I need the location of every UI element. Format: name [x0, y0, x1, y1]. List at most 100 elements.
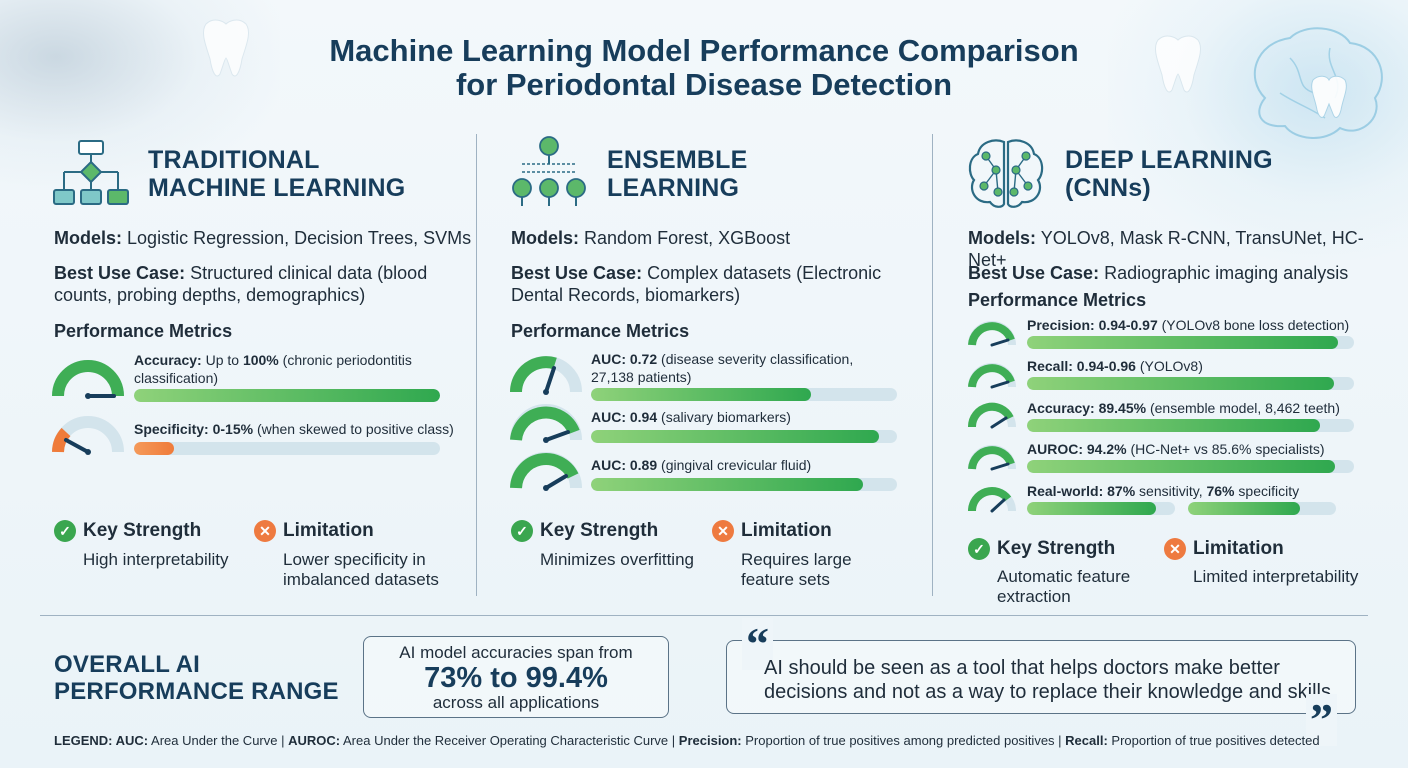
use-case-text: Complex datasets (Electronic [647, 263, 882, 283]
check-icon: ✓ [54, 520, 76, 542]
column-divider [932, 134, 933, 596]
metric-bar-fill [591, 478, 864, 491]
performance-metrics-heading: Performance Metrics [54, 321, 233, 341]
accuracy-range-value: 73% to 99.4% [424, 662, 608, 694]
column-title-line2: MACHINE LEARNING [148, 174, 406, 202]
use-case-text-line2: counts, probing depths, demographics) [54, 285, 366, 305]
metric-label: AUROC: 94.2% [1027, 441, 1127, 457]
tooth-icon [203, 19, 249, 77]
metric-bar-fill [591, 430, 879, 443]
limitation-heading: Limitation [1193, 538, 1284, 559]
metric-description: (HC-Net+ vs 85.6% specialists) [1130, 441, 1325, 457]
metric-bar [134, 389, 440, 402]
models-list: Random Forest, XGBoost [584, 228, 791, 248]
key-strength-text: Minimizes overfitting [540, 550, 694, 569]
accuracy-range-bottom: across all applications [432, 693, 600, 712]
limitation-text: Limited interpretability [1193, 567, 1359, 586]
gauge-icon [52, 416, 124, 455]
metric-description: (salivary biomarkers) [661, 409, 791, 425]
legend-key: Precision: [678, 733, 742, 748]
column-title-line2: (CNNs) [1065, 174, 1151, 202]
quote-text: AI should be seen as a tool that helps d… [764, 657, 1280, 679]
metric-description: (YOLOv8) [1139, 358, 1203, 374]
use-case-label: Best Use Case: [511, 263, 643, 283]
legend-value: Proportion of true positives among predi… [745, 733, 1062, 748]
metric-bar [1027, 336, 1354, 349]
metric-label: Accuracy: [134, 352, 202, 368]
metric-description-line2: classification) [134, 370, 219, 386]
performance-metrics-heading: Performance Metrics [511, 321, 690, 341]
legend-value: Area Under the Curve | [151, 733, 285, 748]
x-circle-icon: ✕ [254, 520, 276, 542]
metric-bar-fill [591, 388, 812, 401]
limitation-text-line2: imbalanced datasets [283, 570, 439, 589]
quote-box [726, 640, 1356, 714]
limitation-heading: Limitation [283, 520, 374, 541]
metric-label: AUC: 0.94 [591, 409, 658, 425]
use-case-text-line2: Dental Records, biomarkers) [511, 285, 741, 305]
metric-description: (YOLOv8 bone loss detection) [1161, 317, 1350, 333]
section-divider [40, 615, 1368, 616]
limitation-text: Lower specificity in [283, 550, 426, 569]
page-title-line2: for Periodontal Disease Detection [455, 67, 953, 102]
metric-bar-fill [1027, 377, 1335, 390]
use-case-label: Best Use Case: [968, 263, 1100, 283]
models-list: Logistic Regression, Decision Trees, SVM… [127, 228, 472, 248]
metric-label: Specificity: [134, 421, 209, 437]
metric-description-2: specificity [1238, 483, 1300, 499]
brain-icon [1253, 27, 1383, 139]
metric-value: 87% [1107, 483, 1136, 499]
key-strength-heading: Key Strength [997, 538, 1116, 559]
accuracy-range-box: AI model accuracies span from 73% to 99.… [363, 636, 669, 718]
open-quote-icon: “ [742, 618, 773, 670]
models-label: Models: [968, 228, 1037, 248]
key-strength-text: Automatic feature [997, 567, 1131, 586]
gauge-icon [968, 363, 1016, 389]
metric-description: (disease severity classification, [661, 351, 854, 367]
metric-bar [1027, 460, 1354, 473]
x-circle-icon: ✕ [712, 520, 734, 542]
key-strength-heading: Key Strength [540, 520, 659, 541]
limitation-heading: Limitation [741, 520, 832, 541]
x-circle-icon: ✕ [1164, 538, 1186, 560]
metric-value: 0-15% [212, 421, 254, 437]
column-title: DEEP LEARNING [1065, 146, 1273, 174]
gauge-icon [52, 360, 124, 399]
use-case-label: Best Use Case: [54, 263, 186, 283]
metric-bar-fill [134, 389, 440, 402]
models-list: YOLOv8, Mask R-CNN, TransUNet, HC-Net+ [968, 228, 1364, 270]
metric-bar [1027, 377, 1354, 390]
legend-value: Proportion of true positives detected [1111, 733, 1320, 748]
metric-bar-fill [1027, 419, 1320, 432]
legend-value: Area Under the Receiver Operating Charac… [343, 733, 676, 748]
legend-key: AUROC: [288, 733, 341, 748]
metric-description: (ensemble model, 8,462 teeth) [1149, 400, 1340, 416]
limitation-text: Requires large [741, 550, 852, 569]
metric-bar [134, 442, 440, 455]
metric-description: (chronic periodontitis [282, 352, 412, 368]
key-strength-heading: Key Strength [83, 520, 202, 541]
gauge-icon [968, 402, 1016, 429]
use-case-text: Structured clinical data (blood [190, 263, 428, 283]
column-title-line2: LEARNING [607, 174, 740, 202]
metric-label: Recall: 0.94-0.96 [1027, 358, 1136, 374]
performance-metrics-heading: Performance Metrics [968, 290, 1147, 310]
metric-bar [591, 388, 897, 401]
metric-bar-fill [134, 442, 174, 455]
check-icon: ✓ [511, 520, 533, 542]
overall-heading-line2: PERFORMANCE RANGE [54, 678, 339, 705]
metric-description: (when skewed to positive class) [256, 421, 454, 437]
metric-bar-fill [1188, 502, 1301, 515]
page-title: Machine Learning Model Performance Compa… [329, 33, 1079, 68]
limitation-text-line2: feature sets [741, 570, 830, 589]
metric-value-2: 76% [1206, 483, 1235, 499]
metric-label: AUC: 0.89 [591, 457, 658, 473]
gauge-icon [510, 452, 582, 491]
overall-heading: OVERALL AI [54, 651, 201, 678]
metric-bar [591, 478, 897, 491]
metric-bar-fill [1027, 502, 1156, 515]
gauge-icon [510, 404, 582, 443]
metric-label: Accuracy: 89.45% [1027, 400, 1147, 416]
legend-key: Recall: [1065, 733, 1108, 748]
check-icon: ✓ [968, 538, 990, 560]
